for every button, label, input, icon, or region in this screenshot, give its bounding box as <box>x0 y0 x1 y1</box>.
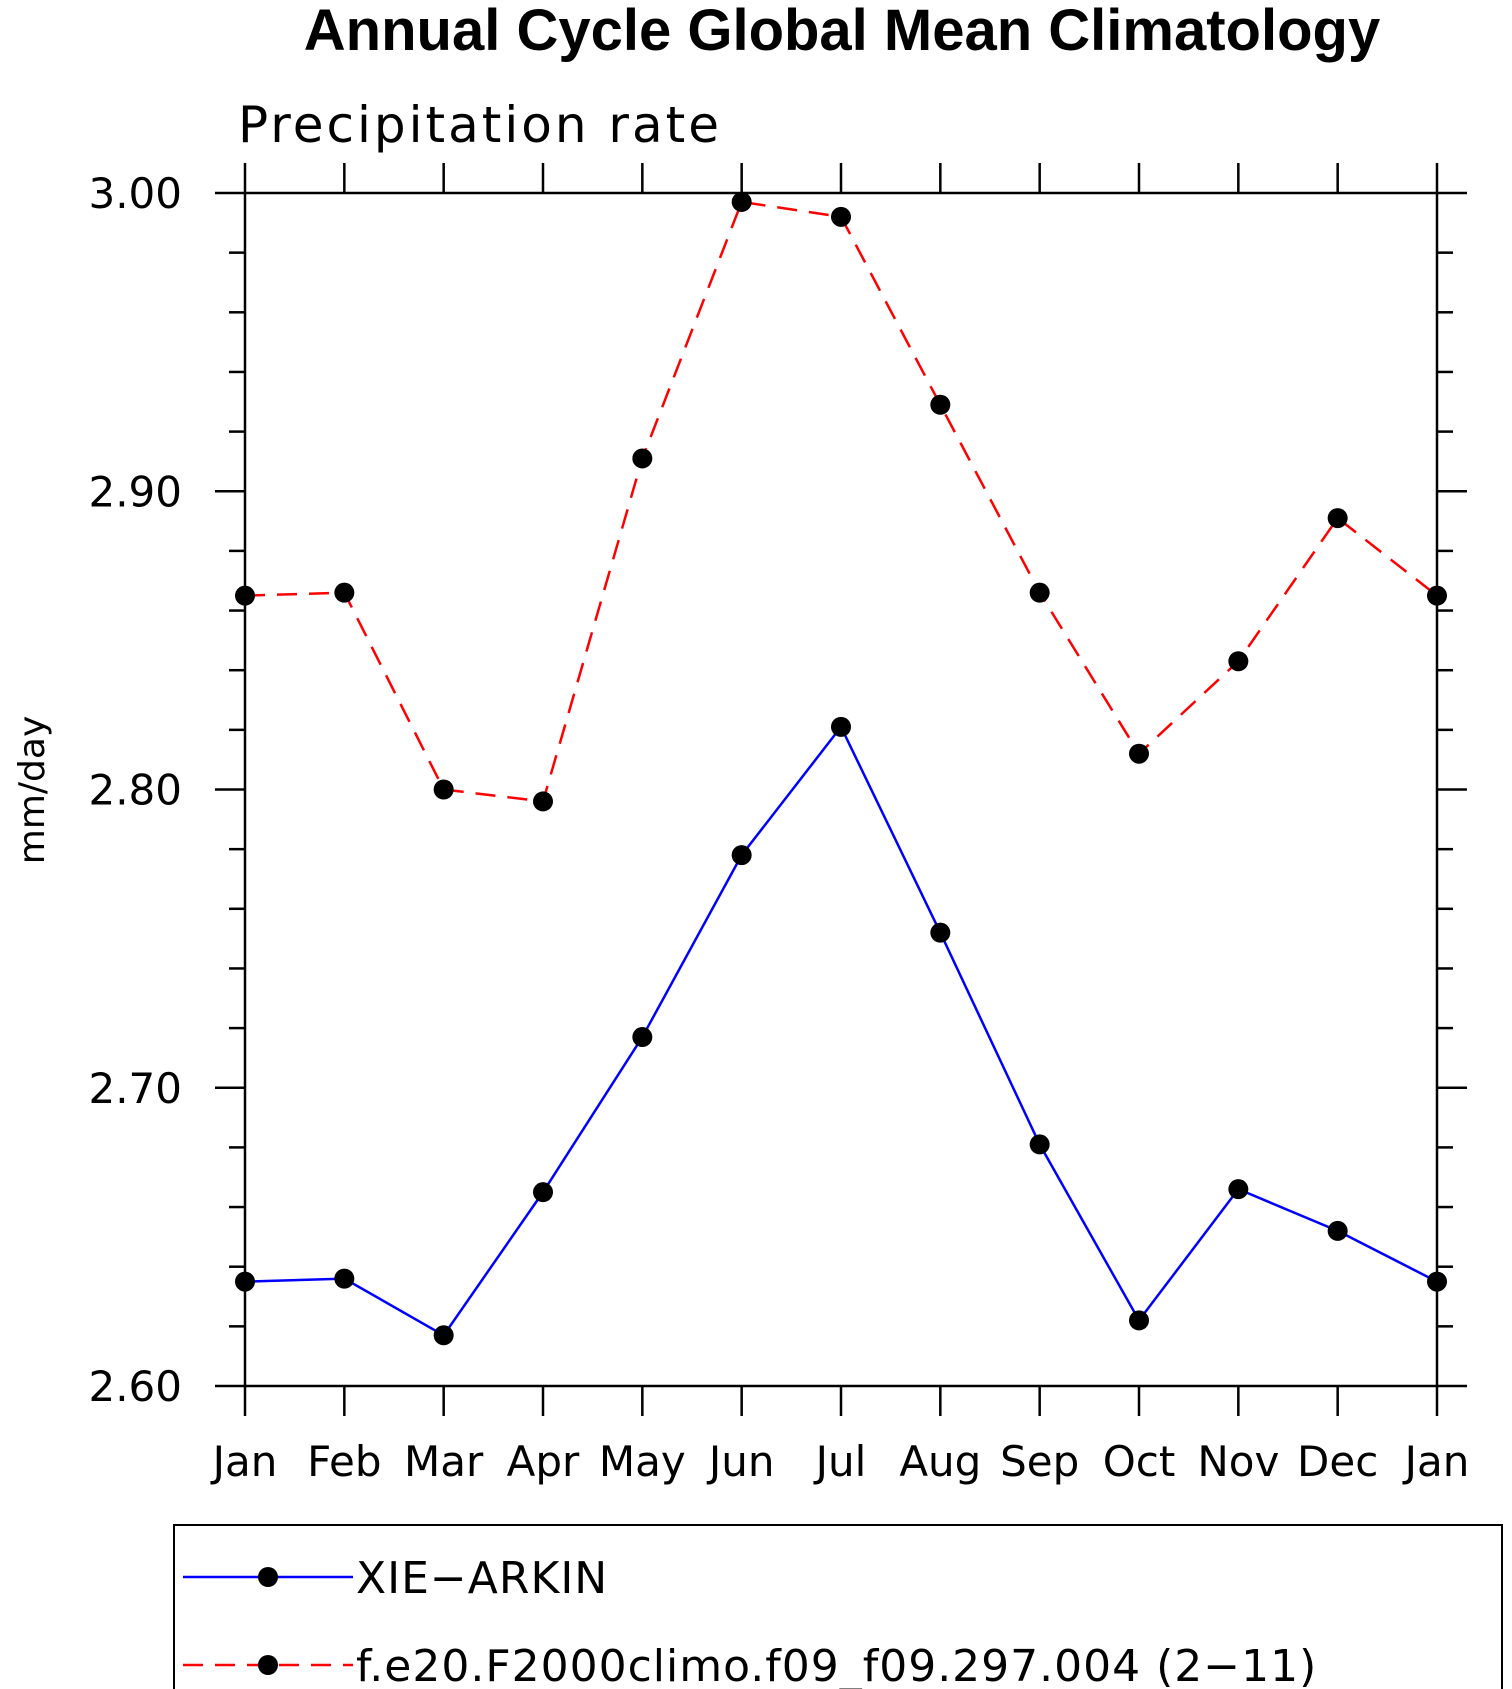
series-1-point <box>831 716 851 737</box>
series-markers <box>235 191 1447 1346</box>
series-2-point <box>1327 508 1348 529</box>
legend: XIE−ARKIN f.e20.F2000climo.f09_f09.297.00… <box>173 1524 1503 1689</box>
x-axis-tick-labels: Jan Feb Mar Apr May Jun Jul Aug Sep Oct Nov Dec Jan <box>210 1437 1470 1486</box>
series-line-2 <box>244 200 1438 803</box>
series-1-point <box>334 1268 355 1289</box>
series-1-point <box>1129 1310 1149 1331</box>
series-2-point <box>930 394 951 415</box>
y-tick-label: 2.60 <box>88 1362 182 1411</box>
x-tick-label: Jan <box>1402 1437 1470 1486</box>
x-tick-label: Apr <box>507 1437 580 1486</box>
plot-frame <box>243 191 1439 1388</box>
x-tick-label: Aug <box>899 1437 981 1486</box>
series-line-1 <box>244 724 1438 1337</box>
x-tick-label: Jul <box>813 1437 867 1486</box>
series-2-point <box>334 582 355 603</box>
y-axis-tick-labels: 2.60 2.70 2.80 2.90 3.00 <box>88 169 182 1411</box>
series-1-point <box>731 845 752 866</box>
series-1-point <box>433 1325 454 1346</box>
series-1-point <box>533 1182 553 1203</box>
x-tick-label: Oct <box>1103 1437 1176 1486</box>
series-2-point <box>632 448 653 469</box>
series-1-point <box>1427 1271 1447 1292</box>
x-tick-label: Nov <box>1197 1437 1279 1486</box>
x-tick-label: Jun <box>706 1437 775 1486</box>
series-2-point <box>1427 585 1447 606</box>
series-1-point <box>1327 1220 1348 1241</box>
series-1-point <box>235 1271 255 1292</box>
series-2-point <box>1228 651 1249 672</box>
series-1-point <box>1029 1134 1050 1155</box>
chart-subtitle: Precipitation rate <box>238 96 722 154</box>
legend-label-1: XIE−ARKIN <box>356 1553 608 1604</box>
y-tick-label: 3.00 <box>88 169 182 218</box>
y-axis-label: mm/day <box>12 716 53 864</box>
series-2-point <box>1129 743 1149 764</box>
y-tick-label: 2.80 <box>88 766 182 815</box>
series-2-point <box>831 206 851 227</box>
legend-label-2: f.e20.F2000climo.f09_f09.297.004 (2−11) <box>356 1641 1317 1689</box>
series-2-point <box>433 779 454 800</box>
legend-marker-2 <box>258 1655 278 1675</box>
x-tick-label: Feb <box>307 1437 381 1486</box>
y-tick-label: 2.90 <box>88 467 182 516</box>
x-tick-label: Sep <box>1000 1437 1079 1486</box>
x-tick-label: Dec <box>1297 1437 1378 1486</box>
series-1-point <box>930 922 951 943</box>
series-2-point <box>533 791 553 812</box>
series-1-point <box>632 1027 653 1048</box>
x-tick-label: Mar <box>404 1437 484 1486</box>
legend-marker-1 <box>258 1567 278 1587</box>
x-tick-label: May <box>599 1437 686 1486</box>
x-tick-label: Jan <box>210 1437 278 1486</box>
series-lines <box>244 200 1438 1337</box>
legend-box <box>173 1524 1503 1689</box>
chart-title: Annual Cycle Global Mean Climatology <box>304 0 1380 63</box>
series-2-point <box>731 191 752 212</box>
series-2-point <box>235 585 255 606</box>
x-axis-ticks <box>243 163 1439 1416</box>
y-axis-ticks <box>215 191 1467 1388</box>
series-1-point <box>1228 1179 1249 1200</box>
series-2-point <box>1029 582 1050 603</box>
y-tick-label: 2.70 <box>88 1064 182 1113</box>
plot-axes: Jan Feb Mar Apr May Jun Jul Aug Sep Oct Nov Dec Jan … <box>88 163 1469 1486</box>
